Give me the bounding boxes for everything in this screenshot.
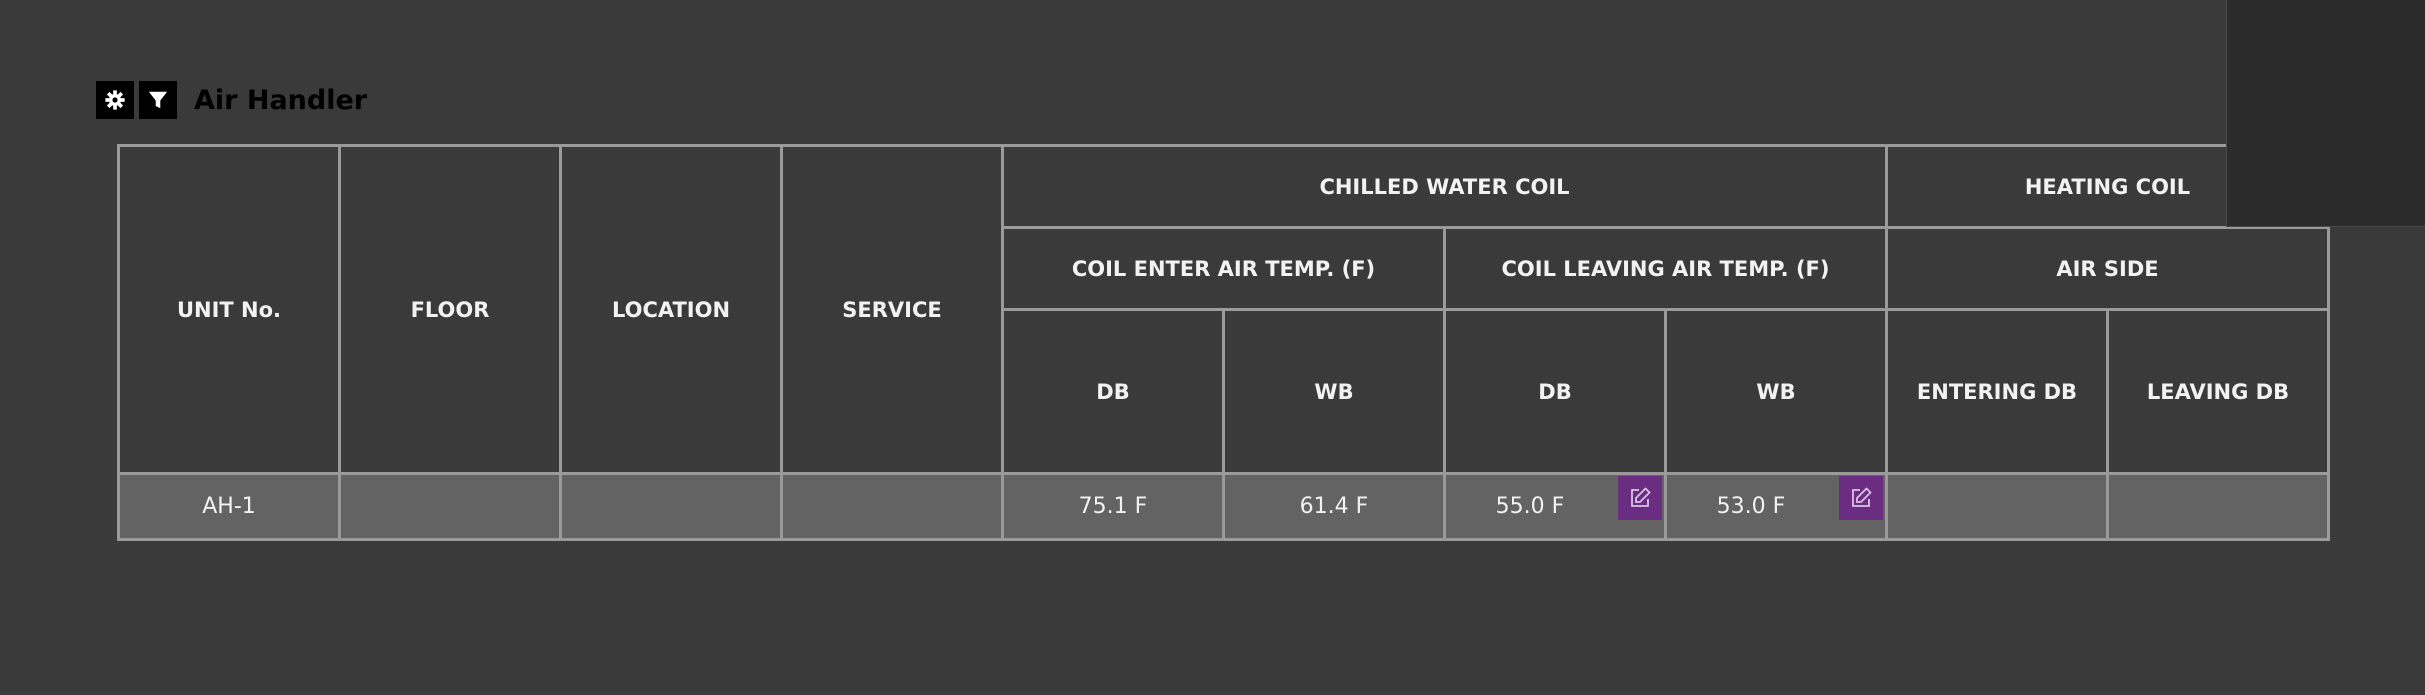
header-leave-wb: WB <box>1664 308 1888 475</box>
header-enter-db: DB <box>1001 308 1225 475</box>
leave-db-value: 55.0 F <box>1495 494 1565 519</box>
header-coil-leaving-air-temp: COIL LEAVING AIR TEMP. (F) <box>1443 226 1888 311</box>
header-chilled-water-coil: CHILLED WATER COIL <box>1001 144 1888 229</box>
cell-enter-db: 75.1 F <box>1001 472 1225 541</box>
cell-location <box>559 472 783 541</box>
cell-floor <box>338 472 562 541</box>
air-handler-table: UNIT No. FLOOR LOCATION SERVICE CHILLED … <box>117 144 2330 541</box>
page-title: Air Handler <box>194 84 368 116</box>
edit-leave-wb-button[interactable] <box>1839 476 1883 520</box>
header-air-side: AIR SIDE <box>1885 226 2330 311</box>
header-location: LOCATION <box>559 144 783 475</box>
header-entering-db: ENTERING DB <box>1885 308 2109 475</box>
header-coil-enter-air-temp: COIL ENTER AIR TEMP. (F) <box>1001 226 1446 311</box>
cell-unit-no: AH-1 <box>117 472 341 541</box>
filter-icon <box>148 91 168 109</box>
header-leaving-db: LEAVING DB <box>2106 308 2330 475</box>
toolbar: Air Handler <box>96 81 367 119</box>
table-row: AH-1 75.1 F 61.4 F 55.0 F 53.0 F <box>117 472 2330 541</box>
settings-button[interactable] <box>96 81 134 119</box>
cell-enter-wb: 61.4 F <box>1222 472 1446 541</box>
gear-icon <box>105 90 125 110</box>
header-enter-wb: WB <box>1222 308 1446 475</box>
cell-leave-wb: 53.0 F <box>1664 472 1888 541</box>
header-leave-db: DB <box>1443 308 1667 475</box>
cell-leaving-db <box>2106 472 2330 541</box>
edit-icon <box>1631 487 1651 507</box>
cell-service <box>780 472 1004 541</box>
header-service: SERVICE <box>780 144 1004 475</box>
header-floor: FLOOR <box>338 144 562 475</box>
header-unit-no: UNIT No. <box>117 144 341 475</box>
cell-entering-db <box>1885 472 2109 541</box>
edit-leave-db-button[interactable] <box>1618 476 1662 520</box>
leave-wb-value: 53.0 F <box>1716 494 1786 519</box>
edit-icon <box>1852 487 1872 507</box>
cell-leave-db: 55.0 F <box>1443 472 1667 541</box>
corner-panel <box>2226 0 2425 227</box>
filter-button[interactable] <box>139 81 177 119</box>
